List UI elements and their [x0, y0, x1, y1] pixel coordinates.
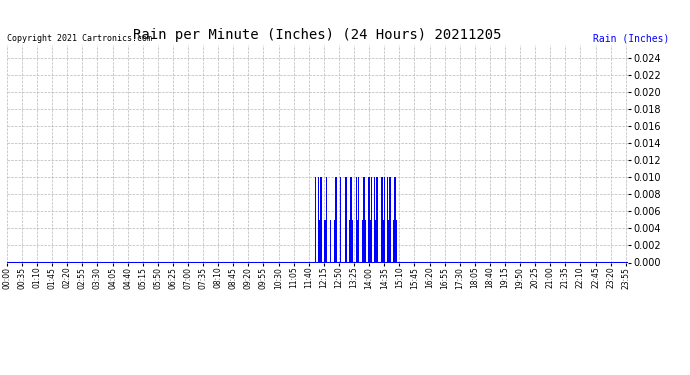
Title: Rain per Minute (Inches) (24 Hours) 20211205: Rain per Minute (Inches) (24 Hours) 2021… [133, 28, 502, 42]
Text: Copyright 2021 Cartronics.com: Copyright 2021 Cartronics.com [7, 34, 152, 43]
Text: Rain (Inches): Rain (Inches) [593, 34, 669, 44]
